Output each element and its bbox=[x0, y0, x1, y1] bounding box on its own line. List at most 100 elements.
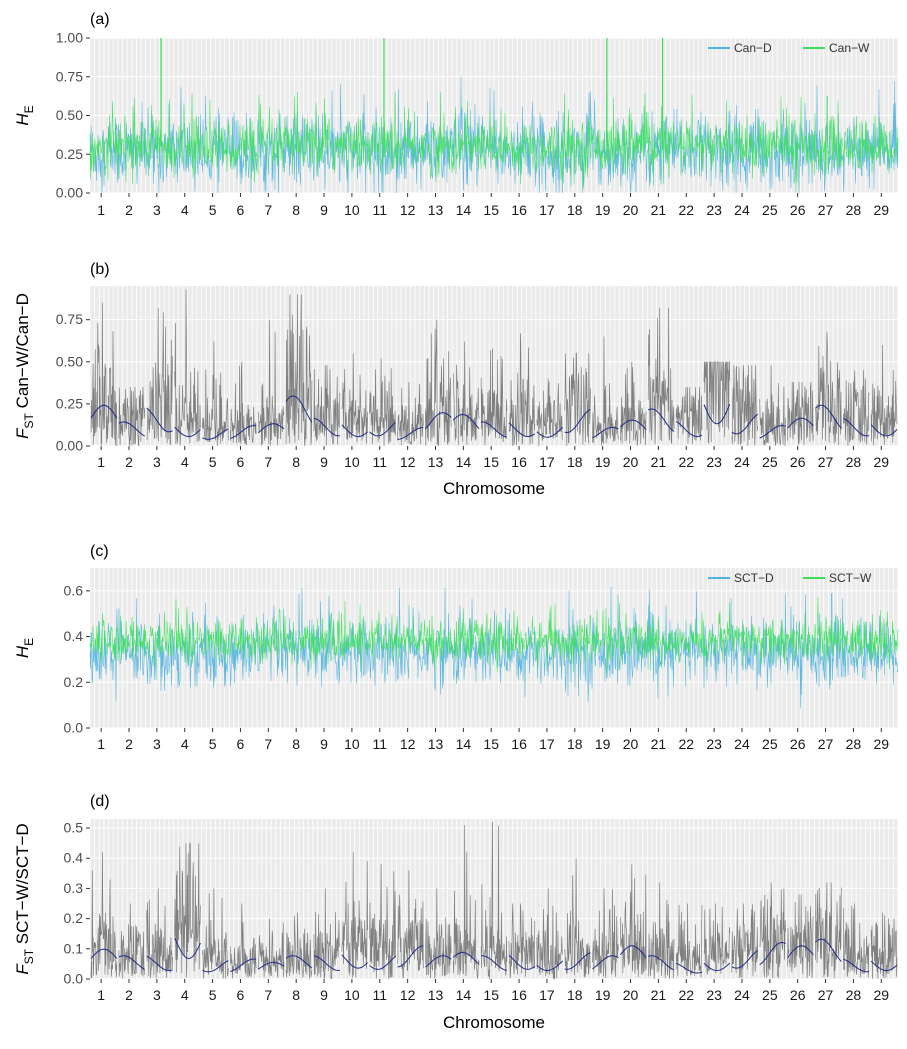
x-tick-label: 21 bbox=[651, 987, 667, 1003]
x-tick-label: 2 bbox=[125, 202, 133, 218]
y-axis: 0.00 0.25 0.50 0.75 bbox=[56, 311, 90, 454]
fst-trace-chr-11 bbox=[369, 864, 396, 979]
x-tick-label: 27 bbox=[818, 736, 834, 752]
x-tick-label: 8 bbox=[292, 454, 300, 470]
fst-smooth-chr-11 bbox=[369, 421, 396, 437]
x-tick-label: 29 bbox=[873, 202, 889, 218]
fst-smooth-chr-20 bbox=[620, 419, 647, 430]
x-axis: 1 2 3 4 5 6 7 8 9 10 11 12 13 14 15 16 17 18 19 20 21 22 23 24 2… bbox=[97, 193, 889, 218]
fst-smooth-chr-2 bbox=[118, 955, 145, 970]
x-tick-label: 18 bbox=[567, 202, 583, 218]
fst-trace-chr-15 bbox=[480, 348, 508, 446]
fst-trace-chr-5 bbox=[202, 888, 229, 979]
fst-smooth-chr-9 bbox=[313, 417, 340, 437]
x-tick-label: 20 bbox=[623, 454, 639, 470]
x-tick-label: 14 bbox=[456, 454, 472, 470]
fst-smooth-chr-20 bbox=[620, 945, 647, 959]
x-tick-label: 18 bbox=[567, 987, 583, 1003]
x-tick-label: 25 bbox=[762, 202, 778, 218]
fst-smooth-chr-12 bbox=[397, 945, 424, 968]
fst-trace-chr-7 bbox=[257, 918, 285, 978]
fst-smooth-chr-25 bbox=[759, 425, 786, 439]
y-tick-label: 0.25 bbox=[56, 395, 83, 411]
x-tick-label: 25 bbox=[762, 736, 778, 752]
y-tick-label: 0.50 bbox=[56, 107, 83, 123]
fst-smooth-chr-28 bbox=[843, 958, 870, 973]
x-tick-label: 20 bbox=[623, 736, 639, 752]
panel-1: Can−D Can−W0.000.250.500.751.001 2 3 4 5 6 7 8 9 1… bbox=[13, 11, 899, 218]
x-tick-label: 26 bbox=[790, 987, 806, 1003]
fst-smooth-chr-14 bbox=[452, 413, 480, 430]
fst-trace-chr-28 bbox=[842, 903, 870, 978]
fst-smooth-chr-27 bbox=[815, 938, 842, 962]
fst-trace-chr-26 bbox=[787, 381, 814, 446]
y-axis-title: HE bbox=[13, 105, 36, 125]
x-tick-label: 15 bbox=[483, 454, 499, 470]
legend-label-1: Can−D bbox=[734, 41, 772, 55]
x-tick-label: 25 bbox=[762, 987, 778, 1003]
fst-trace-chr-23 bbox=[703, 903, 731, 975]
fst-smooth-chr-13 bbox=[424, 955, 452, 968]
x-tick-label: 9 bbox=[320, 202, 328, 218]
x-tick-label: 22 bbox=[678, 202, 694, 218]
x-tick-label: 25 bbox=[762, 454, 778, 470]
fst-trace-chr-16 bbox=[508, 333, 536, 446]
x-tick-label: 13 bbox=[428, 454, 444, 470]
fst-smooth-chr-17 bbox=[536, 427, 564, 438]
x-tick-label: 23 bbox=[706, 202, 722, 218]
fst-trace-chr-19 bbox=[592, 888, 619, 978]
fst-smooth-chr-10 bbox=[341, 424, 368, 438]
fst-trace-chr-18 bbox=[564, 858, 591, 978]
fst-trace-chr-16 bbox=[508, 903, 536, 979]
fst-smooth-chr-8 bbox=[285, 395, 313, 423]
fst-trace-chr-13 bbox=[424, 319, 452, 447]
x-tick-label: 21 bbox=[651, 454, 667, 470]
x-tick-label: 20 bbox=[623, 202, 639, 218]
x-tick-label: 4 bbox=[181, 736, 189, 752]
data-layer bbox=[89, 38, 899, 194]
fst-smooth-chr-25 bbox=[759, 941, 786, 966]
fst-trace-chr-8 bbox=[285, 912, 313, 979]
legend: SCT−D SCT−W bbox=[708, 571, 872, 585]
x-tick-label: 10 bbox=[344, 736, 360, 752]
x-tick-label: 19 bbox=[595, 987, 611, 1003]
fst-trace-chr-25 bbox=[759, 882, 786, 979]
x-tick-label: 26 bbox=[790, 736, 806, 752]
x-tick-label: 13 bbox=[428, 987, 444, 1003]
x-tick-label: 9 bbox=[320, 736, 328, 752]
x-tick-label: 7 bbox=[264, 736, 272, 752]
fst-smooth-chr-19 bbox=[592, 955, 619, 970]
x-tick-label: 1 bbox=[97, 987, 105, 1003]
x-tick-label: 11 bbox=[372, 202, 387, 218]
x-tick-label: 1 bbox=[97, 736, 105, 752]
series-line-SCT−D bbox=[89, 586, 899, 709]
x-tick-label: 9 bbox=[320, 454, 328, 470]
fst-trace-chr-20 bbox=[620, 864, 647, 978]
data-layer bbox=[89, 586, 899, 709]
x-tick-label: 3 bbox=[153, 736, 161, 752]
fst-smooth-chr-16 bbox=[508, 422, 536, 437]
x-tick-label: 27 bbox=[818, 454, 834, 470]
fst-trace-chr-24 bbox=[731, 903, 759, 979]
fst-trace-chr-25 bbox=[759, 365, 786, 447]
x-tick-label: 27 bbox=[818, 987, 834, 1003]
fst-trace-chr-2 bbox=[118, 387, 146, 447]
x-tick-label: 29 bbox=[873, 454, 889, 470]
x-tick-label: 7 bbox=[264, 454, 272, 470]
x-tick-label: 3 bbox=[153, 454, 161, 470]
fst-smooth-chr-29 bbox=[870, 424, 898, 437]
fst-smooth-chr-22 bbox=[675, 962, 703, 974]
panel-label: (c) bbox=[90, 543, 109, 560]
x-tick-label: 6 bbox=[237, 454, 245, 470]
y-axis-title-main: H bbox=[13, 645, 32, 658]
fst-trace-chr-6 bbox=[229, 361, 257, 445]
x-tick-label: 13 bbox=[428, 736, 444, 752]
x-tick-label: 2 bbox=[125, 454, 133, 470]
x-tick-label: 8 bbox=[292, 987, 300, 1003]
data-layer bbox=[90, 821, 898, 980]
x-tick-label: 5 bbox=[209, 202, 217, 218]
fst-smooth-chr-1 bbox=[90, 404, 118, 419]
fst-trace-chr-12 bbox=[397, 381, 424, 446]
fst-smooth-chr-11 bbox=[369, 955, 396, 970]
x-tick-label: 12 bbox=[400, 987, 416, 1003]
